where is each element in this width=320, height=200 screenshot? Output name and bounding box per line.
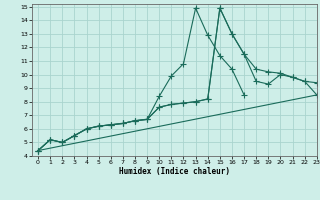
X-axis label: Humidex (Indice chaleur): Humidex (Indice chaleur) [119,167,230,176]
